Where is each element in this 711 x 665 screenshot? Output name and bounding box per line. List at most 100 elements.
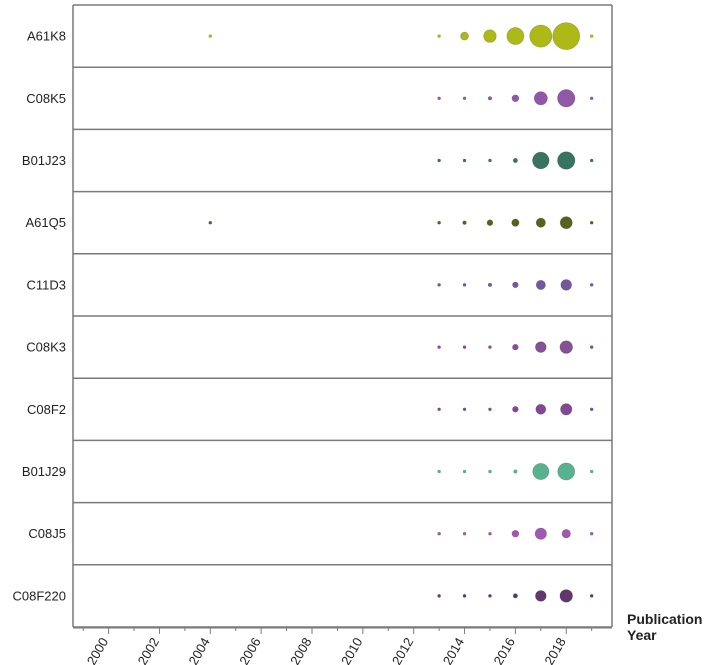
bubble-point xyxy=(488,531,492,536)
bubble-point xyxy=(560,403,573,416)
bubble-point xyxy=(535,341,547,353)
bubble-point xyxy=(589,345,594,349)
bubble-point xyxy=(462,158,467,163)
bubble-point xyxy=(488,469,492,474)
bubble-point xyxy=(532,151,550,170)
bubble-point xyxy=(560,279,573,291)
bubble-point xyxy=(513,469,518,474)
bubble-point xyxy=(437,469,441,474)
row-label: B01J23 xyxy=(22,153,66,168)
x-tick-label: 2018 xyxy=(541,635,568,665)
bubble-point xyxy=(512,406,519,413)
x-tick-label: 2014 xyxy=(440,635,467,665)
bubble-point xyxy=(535,403,547,415)
bubble-point xyxy=(437,345,441,349)
row-label: C08F2 xyxy=(27,402,66,417)
bubble-point xyxy=(487,96,493,101)
bubble-point xyxy=(437,407,441,412)
row-label: A61K8 xyxy=(27,29,66,44)
bubble-point xyxy=(462,96,467,101)
row-b01j29: B01J29 xyxy=(22,462,612,504)
bubble-point xyxy=(486,219,494,226)
bubble-point xyxy=(559,216,573,230)
x-tick-label: 2012 xyxy=(389,635,416,665)
bubble-point xyxy=(589,531,594,536)
bubble-point xyxy=(511,529,520,538)
bubble-point xyxy=(462,594,467,598)
x-tick-label: 2006 xyxy=(236,635,263,665)
x-tick-label: 2002 xyxy=(135,635,162,665)
x-tick-label: 2004 xyxy=(185,635,212,665)
bubble-point xyxy=(557,89,576,108)
row-c11d3: C11D3 xyxy=(26,277,612,317)
bubble-point xyxy=(535,217,546,228)
bubble-point xyxy=(589,158,594,163)
bubble-point xyxy=(557,151,576,170)
row-label: B01J29 xyxy=(22,464,66,479)
bubble-point xyxy=(589,220,594,225)
bubble-point xyxy=(534,527,547,540)
bubble-point xyxy=(529,24,553,48)
bubble-point xyxy=(535,590,547,602)
x-tick-label: 2000 xyxy=(84,635,111,665)
row-label: C08J5 xyxy=(28,526,66,541)
x-axis-title-line1: Publication xyxy=(627,611,702,627)
bubble-point xyxy=(532,462,550,480)
bubble-point xyxy=(488,594,492,598)
bubble-point xyxy=(535,279,546,290)
bubble-point xyxy=(512,343,519,351)
bubble-point xyxy=(488,407,492,412)
x-tick-label: 2008 xyxy=(287,635,314,665)
bubble-point xyxy=(589,283,594,287)
bubble-point xyxy=(488,158,492,163)
row-c08f220: C08F220 xyxy=(13,588,612,628)
bubble-point xyxy=(559,340,573,354)
bubble-point xyxy=(557,462,576,481)
bubble-point xyxy=(512,281,519,289)
bubble-point xyxy=(589,594,594,598)
row-label: C08F220 xyxy=(13,588,66,603)
row-c08j5: C08J5 xyxy=(28,526,612,566)
row-label: C08K3 xyxy=(26,340,66,355)
bubble-point xyxy=(437,158,441,163)
x-axis: 2000 2002 2004 2006 2008 2010 2012 2014 2016 2018 xyxy=(73,627,612,665)
bubble-point xyxy=(506,27,525,46)
bubble-point xyxy=(462,283,467,287)
row-a61k8: A61K8 xyxy=(27,22,612,68)
bubble-point xyxy=(462,220,467,225)
row-b01j23: B01J23 xyxy=(22,151,612,193)
bubble-point xyxy=(208,34,213,38)
bubble-point xyxy=(208,220,213,225)
bubble-point xyxy=(561,529,571,539)
bubble-point xyxy=(462,345,467,349)
bubble-point xyxy=(460,31,469,41)
row-a61q5: A61Q5 xyxy=(26,215,612,255)
bubble-point xyxy=(511,218,520,227)
row-label: C08K5 xyxy=(26,91,66,106)
row-label: A61Q5 xyxy=(26,215,66,230)
bubble-point xyxy=(512,593,518,599)
bubble-point xyxy=(511,94,520,103)
bubble-point xyxy=(462,407,467,412)
bubble-point xyxy=(483,29,497,43)
row-label: C11D3 xyxy=(26,277,66,292)
row-c08k5: C08K5 xyxy=(26,89,612,131)
bubble-point xyxy=(589,407,594,412)
bubble-point xyxy=(552,22,581,50)
x-axis-title-line2: Year xyxy=(627,627,657,643)
bubble-point xyxy=(462,531,467,536)
bubble-point xyxy=(437,220,441,225)
rows-layer: A61K8 C08K5 B01J23 A61Q5 C11D3 C08K3 C08F2 B01J… xyxy=(13,4,613,628)
bubble-point xyxy=(437,594,441,598)
row-c08k3: C08K3 xyxy=(26,340,612,379)
bubble-point xyxy=(512,158,518,163)
bubble-point xyxy=(589,469,594,474)
bubble-point xyxy=(559,589,573,603)
bubble-point xyxy=(437,34,441,38)
bubble-point xyxy=(589,34,594,38)
bubble-point xyxy=(589,96,594,101)
bubble-point xyxy=(462,469,467,474)
row-c08f2: C08F2 xyxy=(27,402,612,442)
bubble-point xyxy=(533,91,548,106)
